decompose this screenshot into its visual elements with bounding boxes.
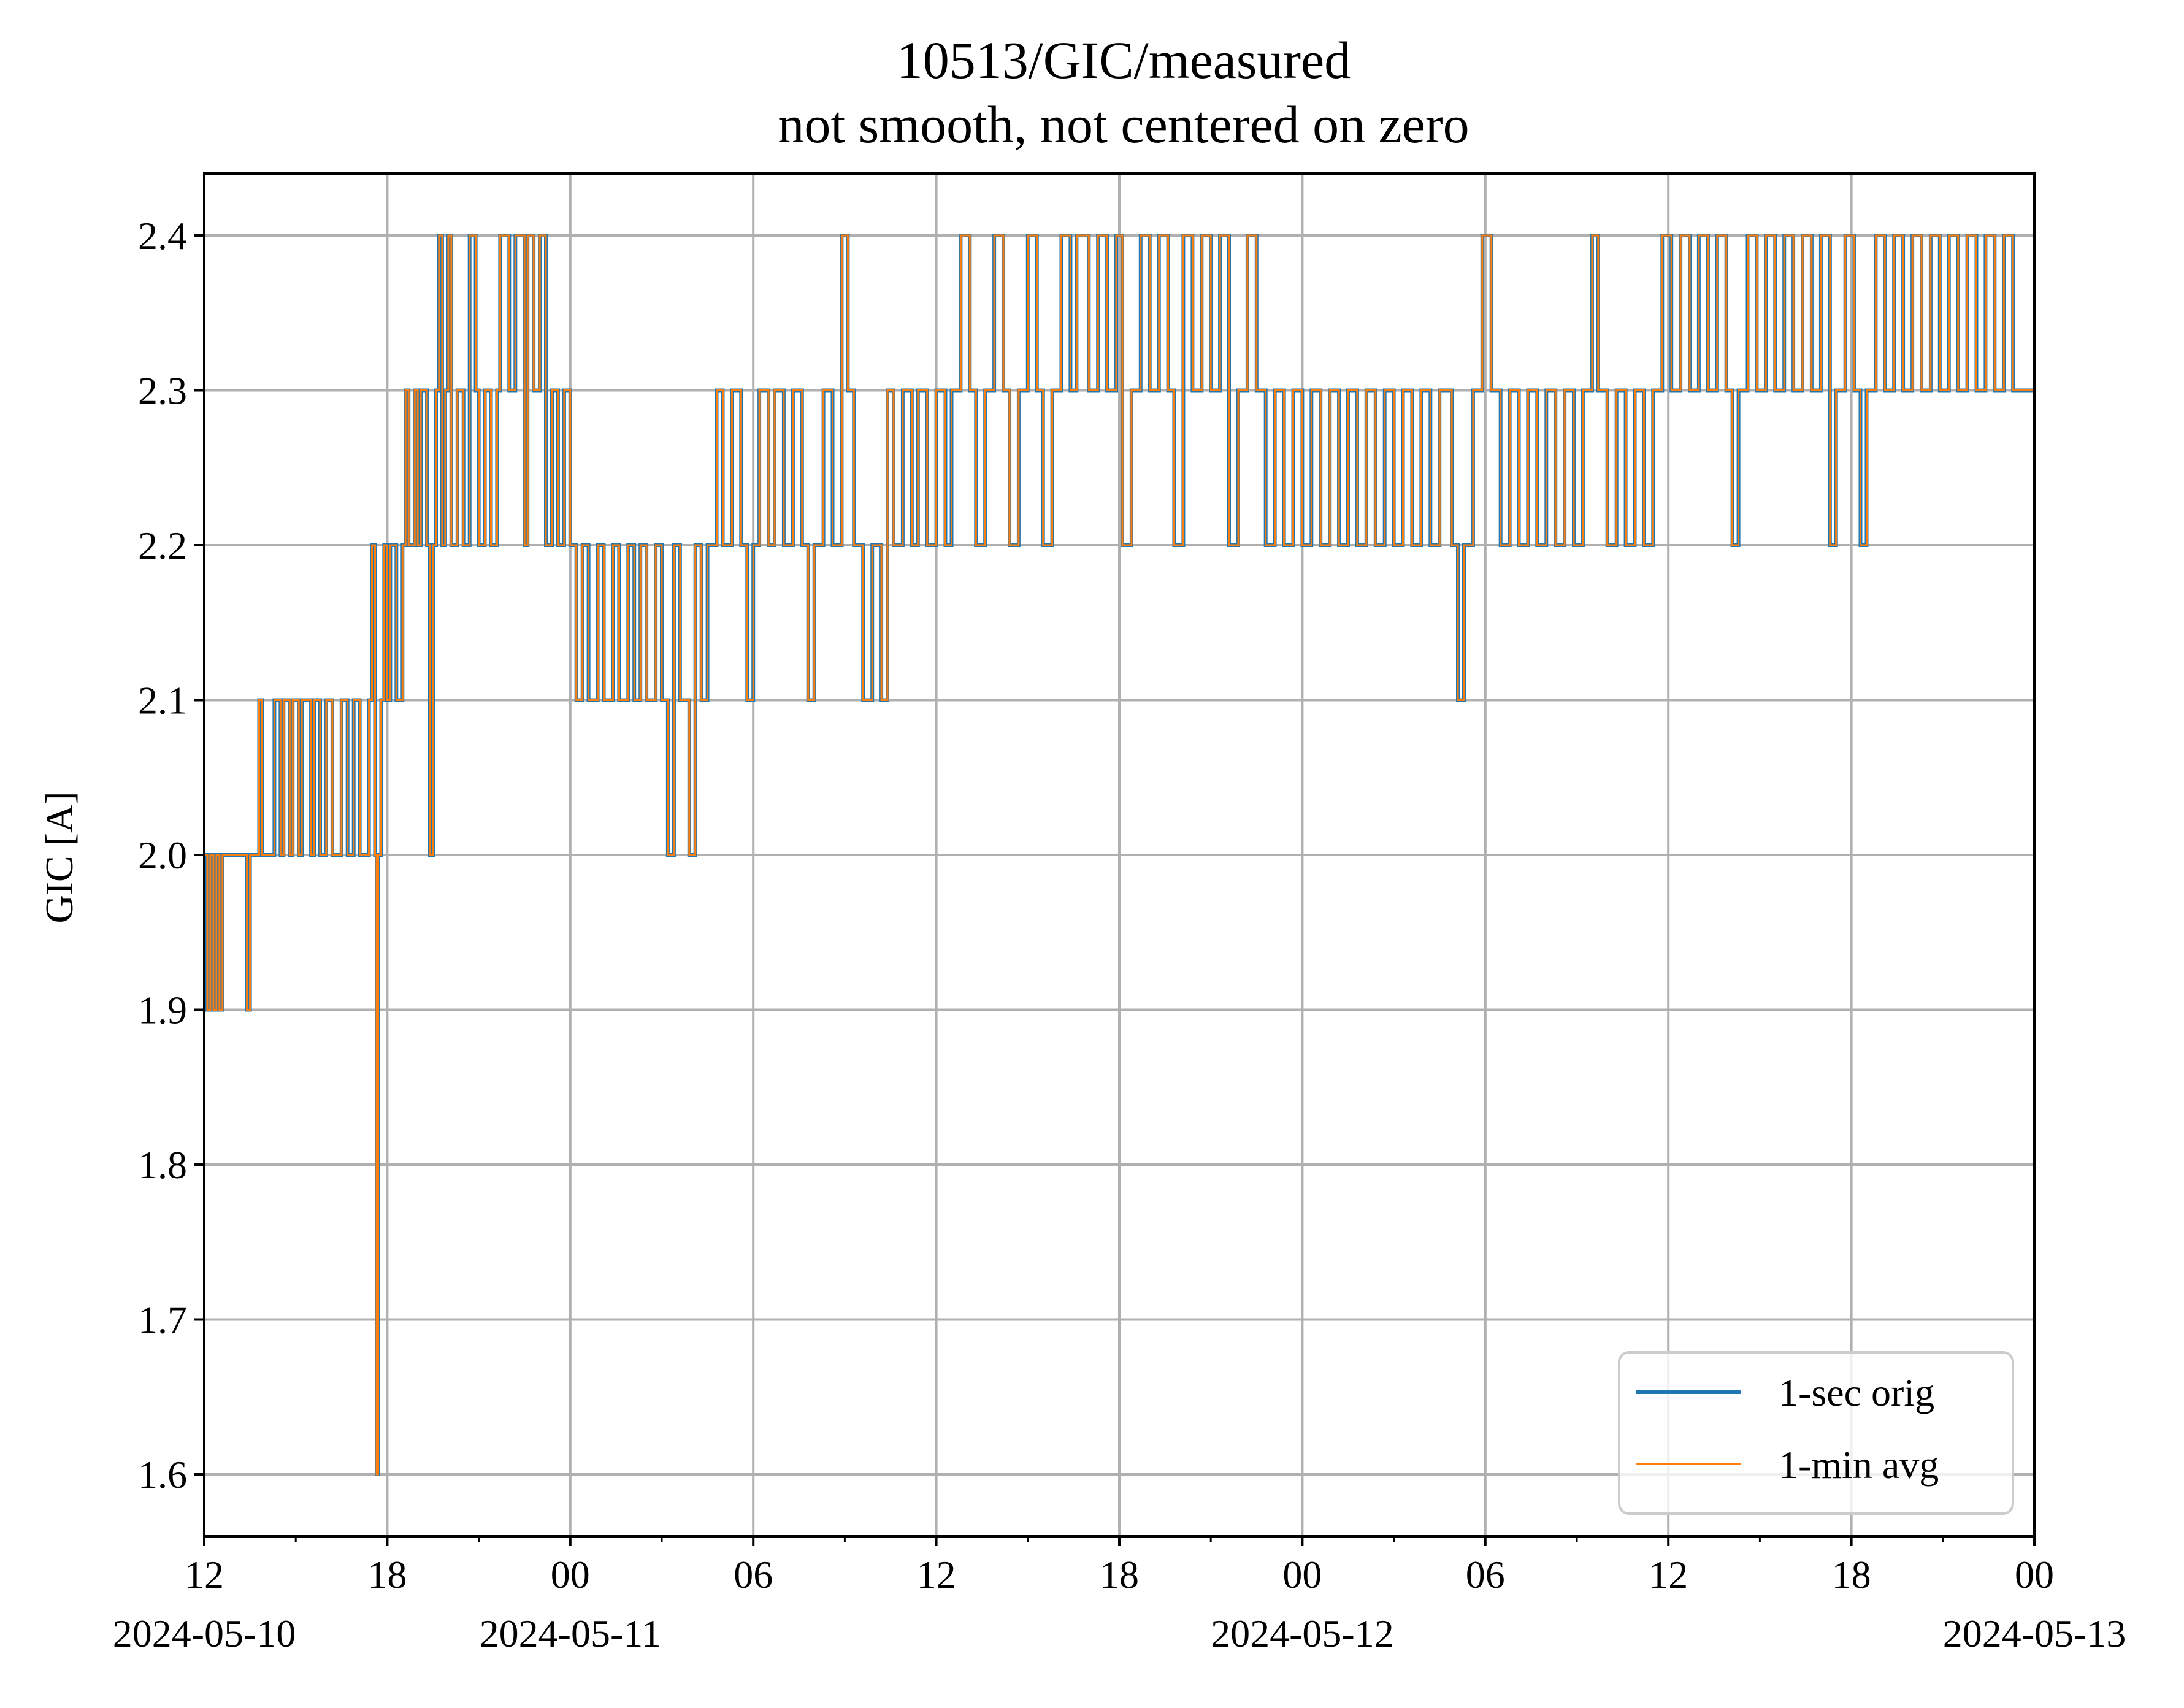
chart-title: 10513/GIC/measured bbox=[897, 31, 1351, 90]
y-tick-label: 2.1 bbox=[138, 679, 187, 722]
x-tick-label: 06 bbox=[734, 1553, 773, 1596]
x-tick-label: 06 bbox=[1466, 1553, 1505, 1596]
x-tick-date-label: 2024-05-10 bbox=[113, 1612, 296, 1655]
x-tick-label: 12 bbox=[917, 1553, 956, 1596]
x-tick-date-label: 2024-05-12 bbox=[1211, 1612, 1394, 1655]
y-tick-label: 2.2 bbox=[138, 524, 187, 567]
axes bbox=[194, 172, 2036, 1546]
legend: 1-sec orig 1-min avg bbox=[1618, 1351, 2014, 1515]
y-tick-label: 1.7 bbox=[138, 1298, 187, 1342]
chart-subtitle: not smooth, not centered on zero bbox=[778, 95, 1469, 154]
y-tick-label: 1.9 bbox=[138, 989, 187, 1032]
y-tick-label: 2.3 bbox=[138, 369, 187, 413]
series-line-1-min-avg bbox=[204, 234, 2034, 1476]
tick-labels: 1.6 1.7 1.8 1.9 2.0 2.1 2.2 2.3 2.4 12 2024-05-10 1… bbox=[113, 214, 2126, 1655]
plot-frame bbox=[203, 172, 2036, 1538]
x-tick-label: 12 bbox=[185, 1553, 224, 1596]
x-tick-date-label: 2024-05-13 bbox=[1943, 1612, 2126, 1655]
legend-label-1-min-avg: 1-min avg bbox=[1779, 1443, 1939, 1487]
y-tick-label: 2.4 bbox=[138, 214, 187, 258]
y-tick-label: 1.6 bbox=[138, 1453, 187, 1496]
x-tick-date-label: 2024-05-11 bbox=[480, 1612, 661, 1655]
x-tick-label: 18 bbox=[1100, 1553, 1139, 1596]
y-tick-label: 2.0 bbox=[138, 833, 187, 877]
y-tick-label: 1.8 bbox=[138, 1143, 187, 1187]
x-tick-label: 00 bbox=[2015, 1553, 2054, 1596]
x-tick-label: 18 bbox=[367, 1553, 407, 1596]
x-tick-label: 12 bbox=[1649, 1553, 1688, 1596]
x-tick-label: 18 bbox=[1832, 1553, 1871, 1596]
x-tick-label: 00 bbox=[1282, 1553, 1322, 1596]
series-layer bbox=[204, 234, 2034, 1476]
y-axis-label: GIC [A] bbox=[37, 791, 81, 923]
x-tick-label: 00 bbox=[551, 1553, 590, 1596]
legend-label-1-sec-orig: 1-sec orig bbox=[1779, 1371, 1934, 1414]
